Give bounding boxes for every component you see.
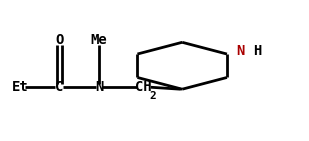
Text: O: O xyxy=(55,33,63,47)
Text: C: C xyxy=(55,80,63,94)
Text: 2: 2 xyxy=(149,91,156,101)
Text: H: H xyxy=(253,44,261,58)
Text: Me: Me xyxy=(91,33,108,47)
Text: Et: Et xyxy=(12,80,29,94)
Text: CH: CH xyxy=(135,80,151,94)
Text: N: N xyxy=(236,44,244,58)
Text: N: N xyxy=(95,80,103,94)
